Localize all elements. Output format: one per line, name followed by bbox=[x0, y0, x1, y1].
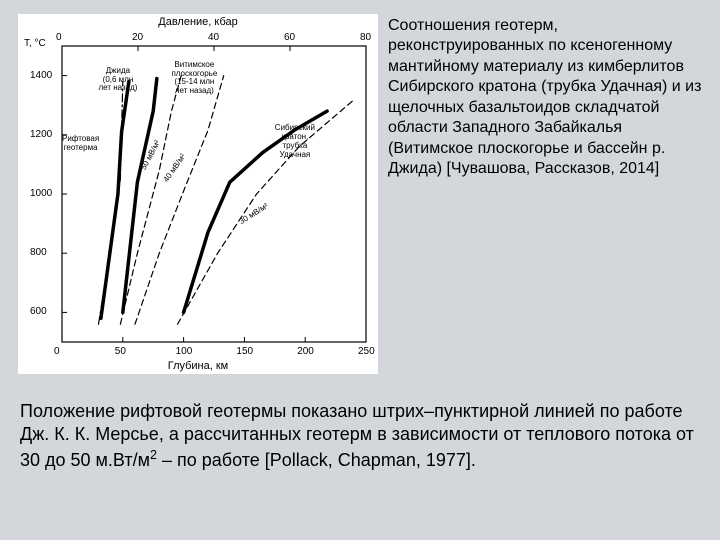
caption-sup: 2 bbox=[150, 448, 157, 462]
tick-label: 80 bbox=[360, 32, 371, 43]
tick-label: 1000 bbox=[30, 188, 52, 199]
geotherm-chart: Давление, кбар T, °C Глубина, км 6008001… bbox=[18, 14, 378, 374]
tick-label: 100 bbox=[176, 346, 193, 357]
chart-annotation: Сибирский кратон, трубка Удачная bbox=[275, 124, 315, 159]
tick-label: 20 bbox=[132, 32, 143, 43]
tick-label: 60 bbox=[284, 32, 295, 43]
tick-label: 600 bbox=[30, 306, 47, 317]
tick-label: 0 bbox=[56, 32, 62, 43]
tick-label: 0 bbox=[54, 346, 60, 357]
caption-part-b: – по работе [Pollack, Chapman, 1977]. bbox=[157, 450, 476, 470]
tick-label: 200 bbox=[297, 346, 314, 357]
chart-annotation: Витимское плоскогорье (15-14 млн лет наз… bbox=[171, 61, 217, 96]
chart-annotation: Джида (0,6 млн лет назад) bbox=[98, 67, 137, 93]
chart-annotation: Рифтовая геотерма bbox=[62, 135, 99, 153]
tick-label: 800 bbox=[30, 247, 47, 258]
x-bottom-axis-title: Глубина, км bbox=[18, 360, 378, 372]
top-row: Давление, кбар T, °C Глубина, км 6008001… bbox=[18, 14, 708, 374]
tick-label: 50 bbox=[115, 346, 126, 357]
tick-label: 1400 bbox=[30, 70, 52, 81]
caption-paragraph: Положение рифтовой геотермы показано штр… bbox=[20, 400, 700, 472]
tick-label: 40 bbox=[208, 32, 219, 43]
tick-label: 1200 bbox=[30, 129, 52, 140]
slide: Давление, кбар T, °C Глубина, км 6008001… bbox=[0, 0, 720, 540]
tick-label: 250 bbox=[358, 346, 375, 357]
tick-label: 150 bbox=[236, 346, 253, 357]
description-paragraph: Соотношения геотерм, реконструированных … bbox=[388, 14, 708, 374]
